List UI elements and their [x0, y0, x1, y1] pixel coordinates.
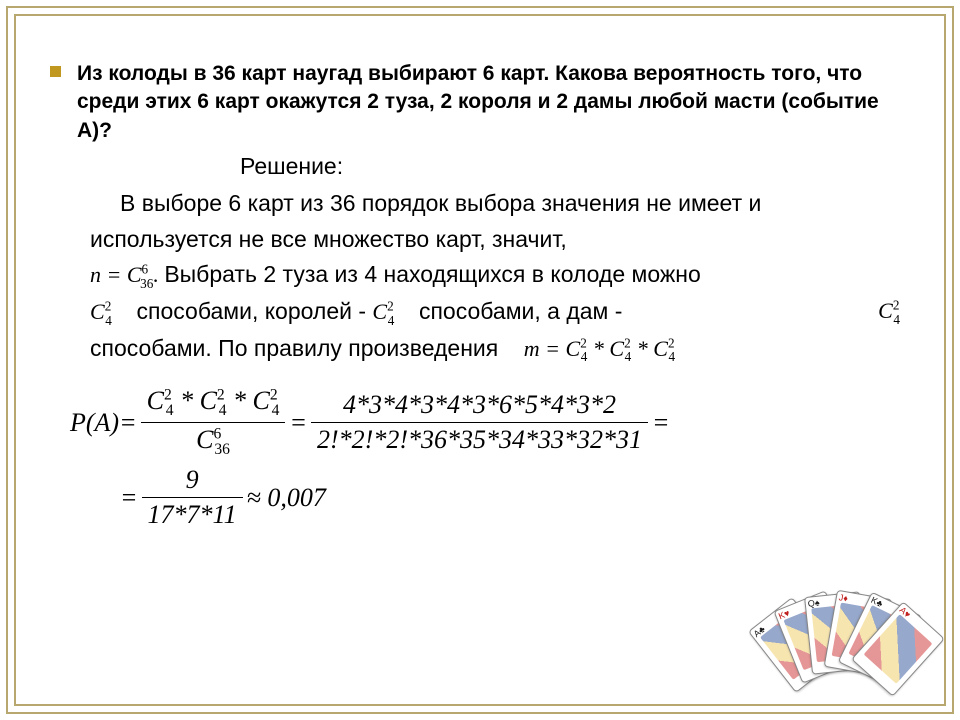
eq3: = [120, 483, 138, 513]
m-equals: m = C24 * C24 * C24 [524, 336, 675, 361]
body-t3: способами, королей - [137, 298, 373, 324]
slide-content: Из колоды в 36 карт наугад выбирают 6 ка… [50, 60, 910, 536]
eq-trail: = [652, 408, 670, 438]
formula-block: P(A) = C24 * C24 * C24 C636 = 4*3*4*3*4*… [70, 386, 910, 530]
problem-text: Из колоды в 36 карт наугад выбирают 6 ка… [77, 60, 910, 145]
formula-line2: = 9 17*7*11 ≈ 0,007 [120, 465, 910, 530]
body-t4: способами, а дам - [419, 298, 629, 324]
n-equals: n = C636. [90, 262, 164, 287]
formula-line1: P(A) = C24 * C24 * C24 C636 = 4*3*4*3*4*… [70, 386, 910, 459]
eq1: = [119, 408, 137, 438]
frac1: C24 * C24 * C24 C636 [141, 386, 286, 459]
c2: C24 [372, 299, 399, 324]
body-t5: способами. По правилу произведения [90, 335, 498, 361]
bullet-icon [50, 66, 61, 77]
cards-illustration: A♣ K♥ Q♠ J♦ K♣ A♥ [760, 580, 930, 690]
pa-label: P(A) [70, 408, 119, 438]
eq2: = [289, 408, 307, 438]
solution-body: В выборе 6 карт из 36 порядок выбора зна… [90, 186, 910, 368]
body-t1: В выборе 6 карт из 36 порядок выбора зна… [90, 190, 761, 252]
frac2: 4*3*4*3*4*3*6*5*4*3*2 2!*2!*2!*36*35*34*… [311, 390, 648, 455]
frac3: 9 17*7*11 [142, 465, 243, 530]
solution-title: Решение: [240, 153, 910, 180]
problem-block: Из колоды в 36 карт наугад выбирают 6 ка… [50, 60, 910, 145]
c1: C24 [90, 299, 117, 324]
approx: ≈ 0,007 [247, 483, 326, 513]
c3: C24 [878, 294, 900, 330]
body-t2: Выбрать 2 туза из 4 находящихся в колоде… [164, 261, 700, 287]
